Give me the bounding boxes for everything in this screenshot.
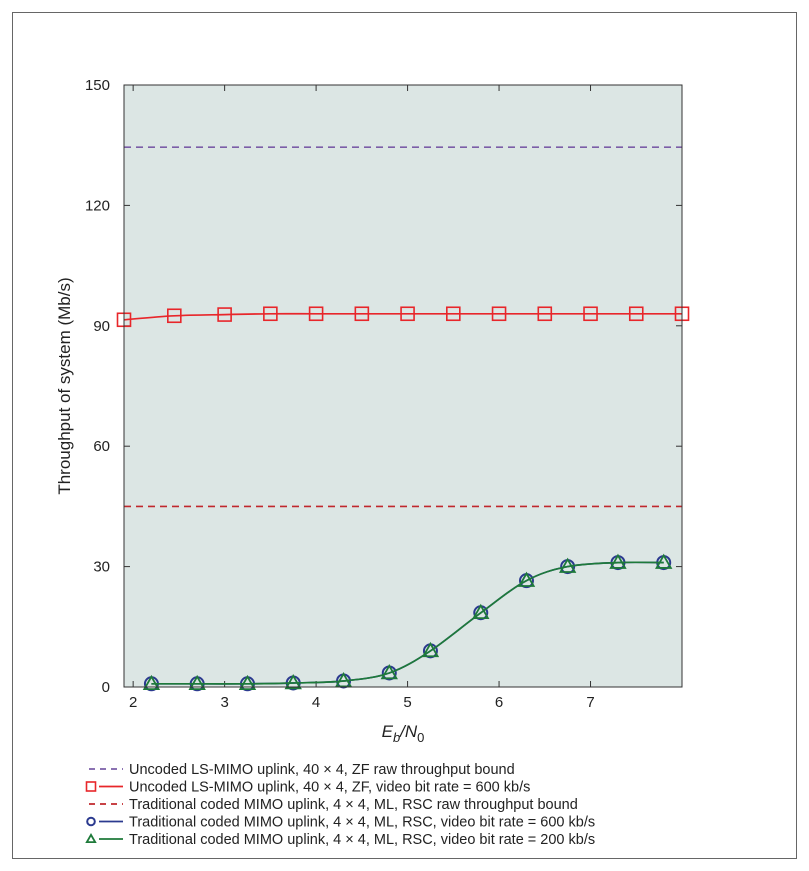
x-label-base: E <box>382 722 394 741</box>
data-point-triangle <box>142 674 161 691</box>
data-point-triangle <box>188 674 206 691</box>
legend-entry: Uncoded LS-MIMO uplink, 40 × 4, ZF, vide… <box>85 780 530 796</box>
legend-label: Traditional coded MIMO uplink, 4 × 4, ML… <box>129 832 595 848</box>
legend-label: Uncoded LS-MIMO uplink, 40 × 4, ZF raw t… <box>129 762 515 778</box>
y-tick-label: 30 <box>93 559 110 576</box>
legend-marker <box>85 781 97 792</box>
legend-entry: Uncoded LS-MIMO uplink, 40 × 4, ZF raw t… <box>89 762 515 778</box>
legend-label: Traditional coded MIMO uplink, 4 × 4, ML… <box>129 815 595 831</box>
data-point-square <box>263 306 278 322</box>
plot-area <box>124 85 682 687</box>
data-point-triangle <box>609 553 627 569</box>
x-tick-label: 2 <box>129 694 137 711</box>
data-point-square <box>446 306 461 322</box>
legend-label: Uncoded LS-MIMO uplink, 40 × 4, ZF, vide… <box>129 780 530 796</box>
data-point-square <box>537 306 553 322</box>
series-5 <box>142 553 673 691</box>
x-tick-label: 7 <box>586 694 594 711</box>
legend-entry: Traditional coded MIMO uplink, 4 × 4, ML… <box>86 815 595 831</box>
data-point-triangle <box>380 663 398 680</box>
legend-marker <box>85 833 97 844</box>
data-point-square <box>400 306 415 322</box>
data-point-triangle <box>421 641 440 658</box>
x-tick-label: 4 <box>312 694 320 711</box>
series-line <box>123 312 682 321</box>
y-tick-label: 120 <box>85 197 110 214</box>
tick-labels: 2 3 4 5 6 7 0 30 60 90 120 150 <box>85 77 595 711</box>
legend-marker <box>86 816 96 827</box>
data-point-triangle <box>655 553 673 569</box>
x-label-sub2: 0 <box>417 730 424 745</box>
x-tick-label: 3 <box>220 694 228 711</box>
x-tick-label: 6 <box>495 694 503 711</box>
data-point-triangle <box>334 672 353 688</box>
legend-entry: Traditional coded MIMO uplink, 4 × 4, ML… <box>85 832 595 848</box>
legend-label: Traditional coded MIMO uplink, 4 × 4, ML… <box>129 797 578 813</box>
data-point-square <box>308 306 324 322</box>
data-point-triangle <box>517 571 536 587</box>
legend-entry: Traditional coded MIMO uplink, 4 × 4, ML… <box>89 797 578 813</box>
x-axis-label: Eb/N0 <box>382 722 425 745</box>
plot-border <box>123 84 683 688</box>
y-tick-label: 0 <box>102 679 110 696</box>
y-tick-label: 60 <box>93 438 110 455</box>
data-point-triangle <box>284 674 302 690</box>
data-point-triangle <box>238 674 257 691</box>
data-point-square <box>628 306 644 322</box>
data-point-triangle <box>472 603 490 620</box>
legend: Uncoded LS-MIMO uplink, 40 × 4, ZF raw t… <box>85 762 595 848</box>
y-axis-label: Throughput of system (Mb/s) <box>55 277 74 494</box>
x-label-sub1: b <box>393 730 400 745</box>
data-point-triangle <box>558 557 577 573</box>
data-point-square <box>583 306 598 322</box>
x-tick-label: 5 <box>403 694 411 711</box>
y-tick-label: 90 <box>93 318 110 335</box>
series-layer <box>116 146 690 692</box>
data-point-square <box>354 306 370 322</box>
y-tick-label: 150 <box>85 77 110 94</box>
data-point-square <box>167 308 182 324</box>
x-label-slash: /N <box>399 722 418 741</box>
data-point-square <box>217 307 232 322</box>
data-point-square <box>491 306 507 322</box>
